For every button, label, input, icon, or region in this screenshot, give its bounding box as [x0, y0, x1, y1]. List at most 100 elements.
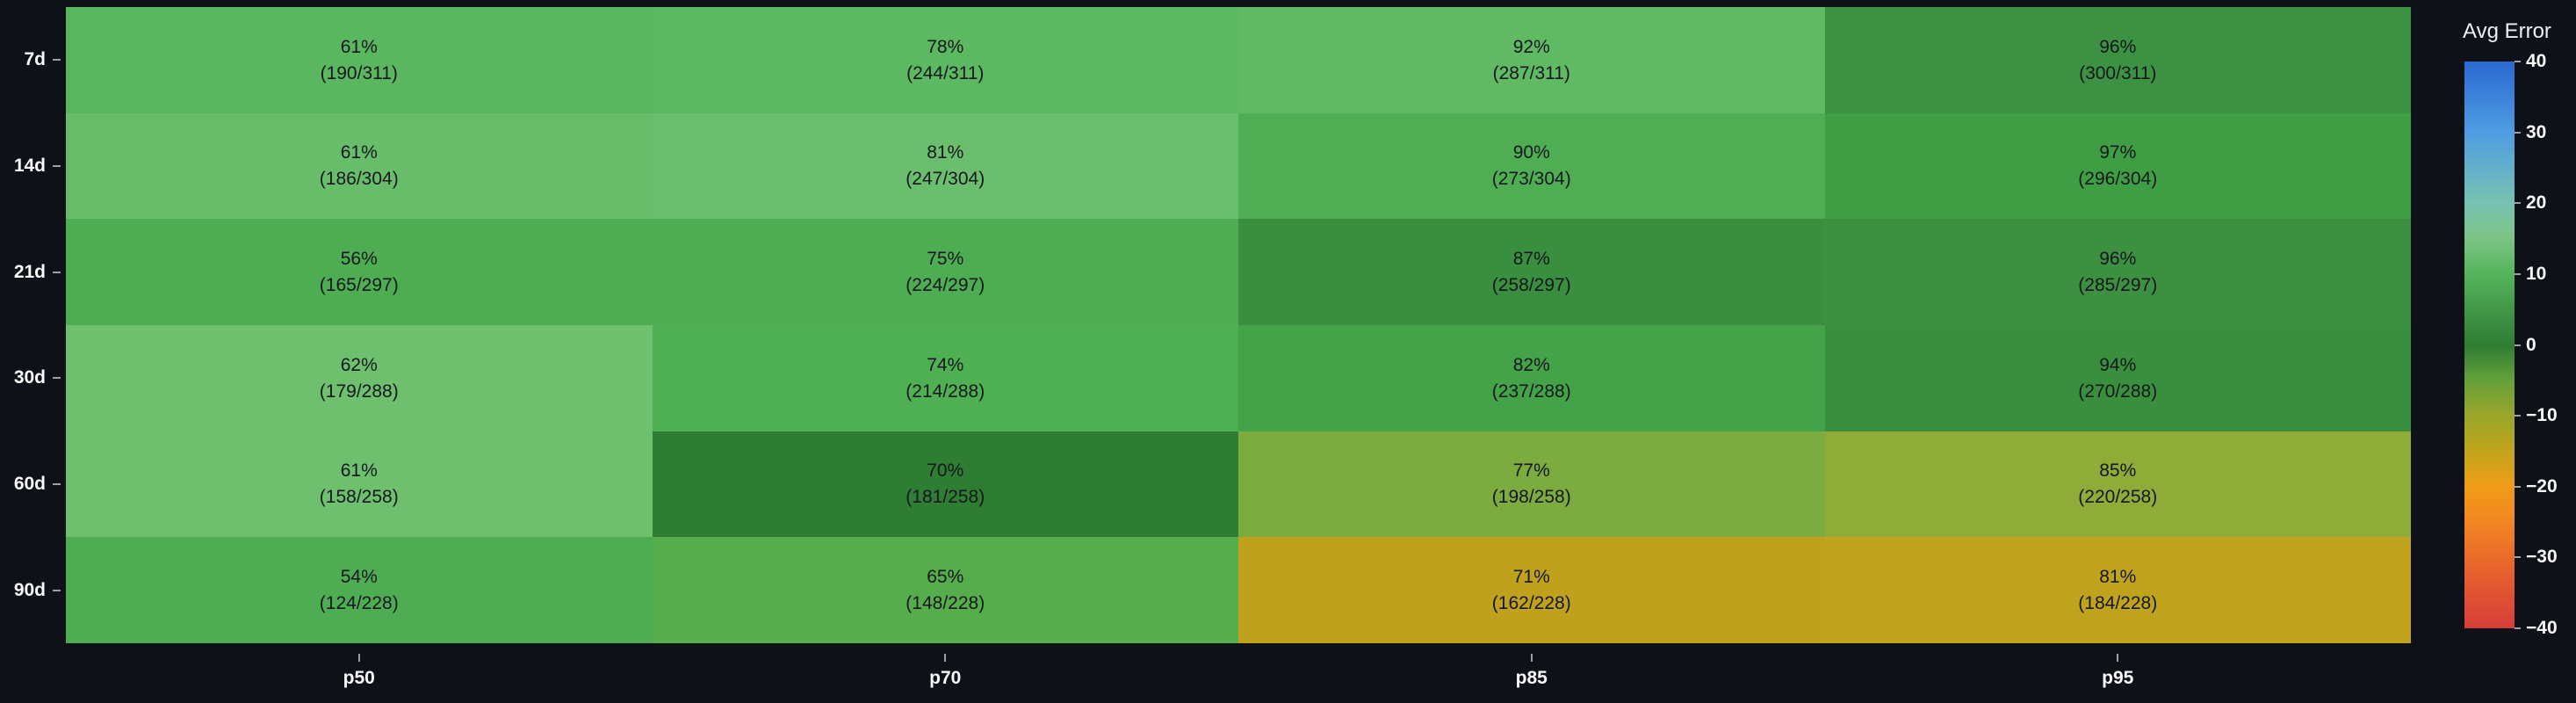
y-axis-label: 7d	[24, 49, 46, 70]
x-axis-tick	[944, 654, 947, 662]
heatmap-cell[interactable]: 96% (285/297)	[1824, 219, 2411, 325]
cell-fraction: (220/258)	[2078, 487, 2158, 508]
cell-percent: 74%	[927, 354, 964, 375]
cell-percent: 82%	[1512, 354, 1550, 375]
cell-percent: 87%	[1512, 249, 1550, 270]
cell-fraction: (214/288)	[906, 380, 985, 402]
cell-fraction: (244/311)	[906, 62, 985, 83]
colorbar-tick-label: 0	[2526, 334, 2536, 355]
colorbar-tick	[2515, 627, 2521, 629]
cell-fraction: (237/288)	[1491, 380, 1571, 402]
heatmap-cell[interactable]: 70% (181/258)	[652, 431, 1238, 538]
colorbar-tick	[2515, 131, 2521, 134]
cell-fraction: (181/258)	[906, 487, 985, 508]
colorbar-tick-label: −20	[2526, 475, 2558, 496]
heatmap-cell[interactable]: 65% (148/228)	[652, 537, 1238, 643]
y-axis-tick	[53, 377, 61, 380]
cell-fraction: (285/297)	[2078, 275, 2158, 296]
x-axis-label: p95	[2102, 668, 2134, 688]
cell-fraction: (258/297)	[1491, 275, 1571, 296]
cell-percent: 70%	[927, 460, 964, 482]
cell-fraction: (270/288)	[2078, 380, 2158, 402]
heatmap-cell[interactable]: 87% (258/297)	[1238, 219, 1825, 325]
heatmap-cell[interactable]: 54% (124/228)	[66, 537, 653, 643]
cell-percent: 56%	[340, 249, 378, 270]
heatmap-cell[interactable]: 61% (186/304)	[66, 112, 653, 220]
cell-percent: 81%	[927, 142, 964, 163]
heatmap-plot-area: 61% (190/311) 78% (244/311) 92% (287/311) 96% (…	[66, 7, 2411, 643]
cell-fraction: (158/258)	[319, 487, 399, 508]
colorbar-title: Avg Error	[2463, 19, 2551, 43]
heatmap-cell[interactable]: 81% (247/304)	[652, 112, 1238, 220]
cell-percent: 65%	[927, 567, 964, 588]
y-axis-label: 14d	[13, 155, 46, 176]
colorbar-tick	[2515, 485, 2521, 488]
colorbar-tick-label: 40	[2526, 51, 2547, 71]
heatmap-cell[interactable]: 96% (300/311)	[1824, 7, 2411, 113]
cell-percent: 96%	[2099, 249, 2137, 270]
cell-fraction: (247/304)	[906, 169, 985, 190]
x-axis-tick	[1530, 654, 1533, 662]
colorbar-tick-label: 20	[2526, 192, 2547, 214]
y-axis-tick	[53, 589, 61, 591]
heatmap-cell[interactable]: 61% (190/311)	[66, 7, 653, 113]
cell-fraction: (162/228)	[1491, 593, 1571, 614]
heatmap-cell[interactable]: 61% (158/258)	[66, 431, 653, 538]
cell-fraction: (224/297)	[906, 275, 985, 296]
colorbar-tick-label: 10	[2526, 263, 2547, 284]
cell-fraction: (186/304)	[319, 169, 399, 190]
x-axis-tick	[2117, 654, 2119, 662]
cell-percent: 94%	[2099, 354, 2137, 375]
cell-percent: 78%	[927, 36, 964, 57]
y-axis-label: 30d	[13, 367, 46, 388]
cell-fraction: (148/228)	[906, 593, 985, 614]
heatmap-cell[interactable]: 94% (270/288)	[1824, 324, 2411, 431]
cell-fraction: (198/258)	[1491, 487, 1571, 508]
heatmap-cell[interactable]: 75% (224/297)	[652, 219, 1238, 325]
cell-percent: 96%	[2099, 36, 2137, 57]
cell-percent: 61%	[340, 142, 378, 163]
heatmap-cell[interactable]: 92% (287/311)	[1238, 7, 1825, 113]
cell-percent: 54%	[340, 567, 378, 588]
heatmap-cell[interactable]: 74% (214/288)	[652, 324, 1238, 431]
colorbar-tick-label: 30	[2526, 121, 2547, 142]
x-axis-label: p50	[343, 668, 375, 688]
heatmap-cell[interactable]: 81% (184/228)	[1824, 537, 2411, 643]
heatmap-cell[interactable]: 85% (220/258)	[1824, 431, 2411, 538]
colorbar-tick	[2515, 61, 2521, 62]
heatmap-cell[interactable]: 71% (162/228)	[1238, 537, 1825, 643]
y-axis-tick	[53, 271, 61, 273]
heatmap-cell[interactable]: 82% (237/288)	[1238, 324, 1825, 431]
heatmap-cell[interactable]: 97% (296/304)	[1824, 112, 2411, 220]
heatmap-cell[interactable]: 90% (273/304)	[1238, 112, 1825, 220]
cell-fraction: (124/228)	[319, 593, 399, 614]
y-axis-label: 90d	[13, 579, 46, 600]
heatmap-cell[interactable]: 56% (165/297)	[66, 219, 653, 325]
cell-fraction: (273/304)	[1491, 169, 1571, 190]
heatmap-cell[interactable]: 78% (244/311)	[652, 7, 1238, 113]
colorbar-tick	[2515, 272, 2521, 275]
y-axis-label: 60d	[13, 473, 46, 494]
colorbar-tick	[2515, 202, 2521, 205]
cell-fraction: (287/311)	[1492, 62, 1570, 83]
cell-percent: 85%	[2099, 460, 2137, 482]
colorbar-tick-label: −10	[2526, 405, 2558, 426]
x-axis-label: p70	[929, 668, 962, 688]
x-axis-label: p85	[1515, 668, 1548, 688]
y-axis-tick	[53, 59, 61, 62]
colorbar-tick	[2515, 344, 2521, 346]
cell-fraction: (165/297)	[319, 275, 399, 296]
cell-percent: 62%	[340, 354, 378, 375]
colorbar-tick-label: −30	[2526, 547, 2558, 568]
cell-percent: 61%	[340, 36, 378, 57]
cell-percent: 75%	[927, 249, 964, 270]
heatmap-cell[interactable]: 77% (198/258)	[1238, 431, 1825, 538]
colorbar-gradient	[2464, 62, 2515, 628]
cell-fraction: (179/288)	[319, 380, 399, 402]
heatmap-cell[interactable]: 62% (179/288)	[66, 324, 653, 431]
cell-percent: 81%	[2099, 567, 2137, 588]
y-axis-label: 21d	[13, 261, 46, 282]
cell-percent: 92%	[1512, 36, 1550, 57]
y-axis-tick	[53, 165, 61, 167]
